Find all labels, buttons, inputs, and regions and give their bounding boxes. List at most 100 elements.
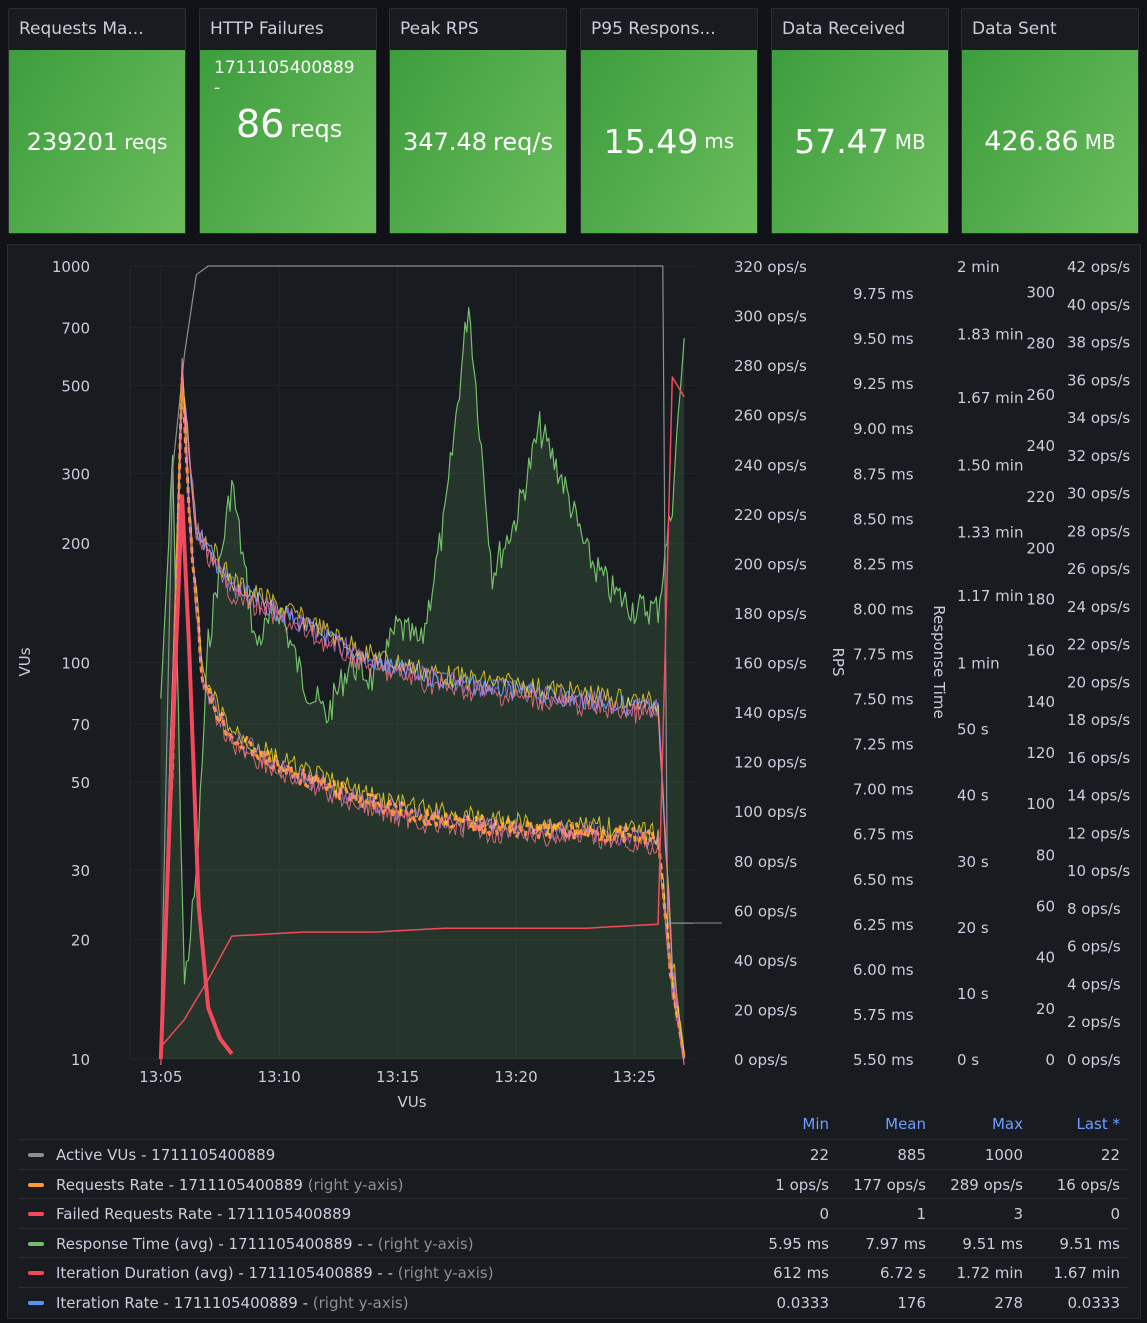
stat-unit: MB [1084, 129, 1116, 154]
axis-note: (right y-axis) [377, 1234, 474, 1253]
stat-value: 86 [236, 102, 285, 146]
y-tick-label-time: 40 s [957, 787, 989, 805]
y-tick-label-ms: 7.00 ms [853, 781, 914, 799]
legend-series-name[interactable]: Active VUs - 1711105400889 [56, 1146, 275, 1164]
y-tick-label-ops2: 18 ops/s [1067, 711, 1130, 729]
y-tick-label-time: 2 min [957, 258, 1000, 276]
legend-row[interactable]: Iteration Duration (avg) - 1711105400889… [18, 1257, 1128, 1287]
y-tick-label-ms: 7.25 ms [853, 736, 914, 754]
stat-title: Requests Ma... [19, 19, 144, 39]
legend-row[interactable]: Response Time (avg) - 1711105400889 - - … [18, 1227, 1128, 1258]
y-tick-label-ops: 140 ops/s [734, 704, 807, 722]
stat-title: P95 Respons... [591, 19, 716, 39]
legend-last: 1.67 min [1053, 1264, 1120, 1282]
legend-min: 5.95 ms [768, 1234, 829, 1253]
y-tick-label-ms: 7.75 ms [853, 645, 914, 663]
axes: 13:05 13:10 13:15 13:20 13:25VUs100070050030… [16, 258, 1130, 1110]
stat-panel-p95[interactable]: P95 Respons... 15.49 ms [580, 8, 758, 234]
stat-panel-data-received[interactable]: Data Received 57.47 MB [771, 8, 949, 234]
y-tick-label-ops: 220 ops/s [734, 506, 807, 524]
series-fill-response-time [160, 307, 685, 1060]
y-tick-label-ops2: 38 ops/s [1067, 334, 1130, 352]
legend-header-last[interactable]: Last * [1076, 1115, 1120, 1133]
legend-header-mean[interactable]: Mean [885, 1115, 926, 1133]
legend-max: 3 [1013, 1205, 1023, 1223]
legend-swatch [28, 1212, 44, 1216]
y-tick-label-ms: 8.00 ms [853, 600, 914, 618]
y-tick-label-ms: 6.50 ms [853, 871, 914, 889]
y-tick-label-ops2: 26 ops/s [1067, 560, 1130, 578]
y-tick-label-ms: 5.75 ms [853, 1006, 914, 1024]
legend-series-name[interactable]: Iteration Duration (avg) - 1711105400889… [56, 1264, 494, 1282]
y-tick-label-count: 0 [1045, 1051, 1055, 1069]
y-tick-label-time: 20 s [957, 919, 989, 937]
legend-min: 0.0333 [776, 1293, 830, 1312]
y-tick-label-ops: 20 ops/s [734, 1001, 797, 1019]
y-tick-label-ms: 9.75 ms [853, 285, 914, 303]
y-tick-label-ops: 80 ops/s [734, 853, 797, 871]
axis-note: (right y-axis) [312, 1293, 409, 1312]
stat-unit: ms [704, 129, 735, 153]
legend-series-name[interactable]: Iteration Rate - 1711105400889 - (right … [56, 1294, 409, 1312]
y-tick-label-ops2: 22 ops/s [1067, 636, 1130, 654]
y-tick-label-ms: 9.50 ms [853, 330, 914, 348]
legend-row[interactable]: Active VUs - 1711105400889 22 885 1000 22 [18, 1139, 1128, 1169]
stat-panel-http-failures[interactable]: HTTP Failures 1711105400889- 86 reqs [199, 8, 377, 234]
stat-title: Data Sent [972, 19, 1057, 39]
y-tick-label-ms: 5.50 ms [853, 1051, 914, 1069]
legend-mean: 885 [897, 1146, 926, 1164]
y-axis-label-response-time: Response Time [930, 605, 948, 719]
stat-value-box: 1711105400889- 86 reqs [200, 50, 376, 233]
series-line-4[interactable] [160, 376, 685, 1048]
legend-header-max[interactable]: Max [991, 1115, 1023, 1133]
y-tick-label-ops: 280 ops/s [734, 357, 807, 375]
legend-min: 1 ops/s [775, 1175, 829, 1194]
y-tick-label-ms: 8.75 ms [853, 465, 914, 483]
y-tick-label-vus: 300 [61, 465, 90, 483]
legend-row[interactable]: Failed Requests Rate - 1711105400889 0 1 3… [18, 1198, 1128, 1228]
stat-panel-peak-rps[interactable]: Peak RPS 347.48 req/s [389, 8, 567, 234]
stat-value-box: 347.48 req/s [390, 50, 566, 233]
legend-last: 0.0333 [1067, 1293, 1121, 1312]
x-tick-label: 13:10 [258, 1068, 301, 1086]
y-tick-label-count: 180 [1026, 591, 1055, 609]
series-dash: - [214, 78, 221, 98]
legend-header-min[interactable]: Min [802, 1115, 829, 1133]
legend-max: 289 ops/s [950, 1175, 1023, 1194]
legend-max: 1.72 min [956, 1264, 1023, 1282]
stat-unit: reqs [290, 115, 343, 143]
series-name: Iteration Rate - 1711105400889 - [56, 1293, 308, 1312]
y-tick-label-time: 1 min [957, 655, 1000, 673]
legend-series-name[interactable]: Requests Rate - 1711105400889 (right y-a… [56, 1176, 404, 1194]
legend-row[interactable]: Requests Rate - 1711105400889 (right y-a… [18, 1168, 1128, 1199]
y-tick-label-time: 0 s [957, 1051, 979, 1069]
legend-swatch [28, 1153, 44, 1157]
y-tick-label-ops2: 10 ops/s [1067, 862, 1130, 880]
legend-row[interactable]: Iteration Rate - 1711105400889 - (right … [18, 1286, 1128, 1317]
legend-series-name[interactable]: Response Time (avg) - 1711105400889 - - … [56, 1235, 474, 1253]
y-tick-label-ms: 7.50 ms [853, 691, 914, 709]
y-tick-label-time: 10 s [957, 985, 989, 1003]
stat-panel-requests[interactable]: Requests Ma... 239201 reqs [8, 8, 186, 234]
y-tick-label-ms: 6.00 ms [853, 961, 914, 979]
stat-value-box: 239201 reqs [9, 50, 185, 233]
series-line-0[interactable] [160, 265, 694, 1028]
y-tick-label-time: 30 s [957, 853, 989, 871]
series-line-3[interactable] [160, 307, 685, 985]
legend-last: 9.51 ms [1059, 1234, 1120, 1253]
stat-panel-data-sent[interactable]: Data Sent 426.86 MB [961, 8, 1139, 234]
y-tick-label-ops2: 42 ops/s [1067, 258, 1130, 276]
y-tick-label-vus: 700 [61, 319, 90, 337]
x-tick-label: 13:05 [139, 1068, 182, 1086]
y-axis-label-rps: RPS [829, 648, 847, 677]
y-tick-label-count: 200 [1026, 539, 1055, 557]
y-tick-label-count: 220 [1026, 488, 1055, 506]
y-tick-label-count: 80 [1036, 846, 1055, 864]
series-line-2[interactable] [158, 494, 234, 1060]
y-tick-label-ops: 40 ops/s [734, 952, 797, 970]
x-tick-label: 13:15 [376, 1068, 419, 1086]
legend-series-name[interactable]: Failed Requests Rate - 1711105400889 [56, 1205, 351, 1223]
series-fills [160, 307, 685, 1060]
timeseries-chart[interactable]: 13:05 13:10 13:15 13:20 13:25VUs100070050030… [0, 0, 1147, 1110]
y-tick-label-vus: 200 [61, 535, 90, 553]
